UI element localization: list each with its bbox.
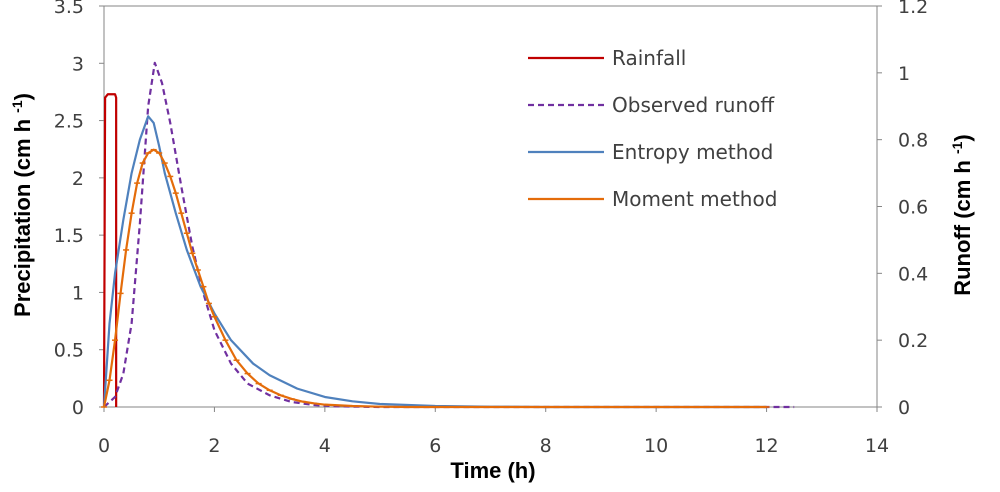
series-group [101, 61, 795, 409]
rainfall-line [102, 93, 118, 408]
y-tick-label: 3 [72, 53, 84, 75]
y2-axis-title-main: Runoff (cm h [950, 154, 975, 296]
y2-tick-label: 0.4 [898, 263, 928, 285]
y-tick-label: 3.5 [54, 0, 84, 18]
y-axis-title-end: ) [10, 93, 35, 100]
y2-tick-label: 0 [898, 397, 910, 419]
y-tick-label: 2.5 [54, 111, 84, 133]
y-tick-label: 1.5 [54, 225, 84, 247]
legend-label-entropy-method: Entropy method [612, 140, 773, 164]
x-tick-label: 12 [754, 435, 778, 457]
legend-label-rainfall: Rainfall [612, 46, 686, 70]
x-tick-label: 6 [429, 435, 441, 457]
legend: Rainfall Observed runoff Entropy method Mom… [528, 46, 777, 211]
y-tick-label: 1 [72, 282, 84, 304]
y2-axis-title-end: ) [950, 134, 975, 141]
x-tick-label: 14 [865, 435, 889, 457]
legend-label-moment-method: Moment method [612, 187, 777, 211]
y2-tick-label: 0.6 [898, 197, 928, 219]
x-tick-label: 0 [98, 435, 110, 457]
y2-axis-title: Runoff (cm h -1) [949, 134, 975, 296]
y2-tick-label: 1.2 [898, 0, 928, 18]
y2-tick-label: 1 [898, 63, 910, 85]
y-tick-label: 0 [72, 397, 84, 419]
x-tick-label: 4 [319, 435, 331, 457]
y2-axis-title-sup: -1 [949, 141, 965, 154]
x-tick-label: 8 [540, 435, 552, 457]
x-tick-label: 10 [644, 435, 668, 457]
y2-tick-label: 0.2 [898, 330, 928, 352]
y-axis-title: Precipitation (cm h -1) [9, 93, 35, 317]
legend-label-observed-runoff: Observed runoff [612, 93, 775, 117]
y-axis-title-main: Precipitation (cm h [10, 113, 35, 317]
y-axis-title-sup: -1 [9, 100, 25, 113]
y-tick-label: 2 [72, 168, 84, 190]
y-tick-label: 0.5 [54, 340, 84, 362]
y2-tick-label: 0.8 [898, 130, 928, 152]
x-tick-label: 2 [208, 435, 220, 457]
x-axis-title: Time (h) [450, 458, 535, 483]
tick-labels-group: 0 2 4 6 8 10 12 14 0 0.5 1 1.5 2 2.5 3 3.5 0 0.2 0.4 0.6 0.8… [54, 0, 928, 457]
